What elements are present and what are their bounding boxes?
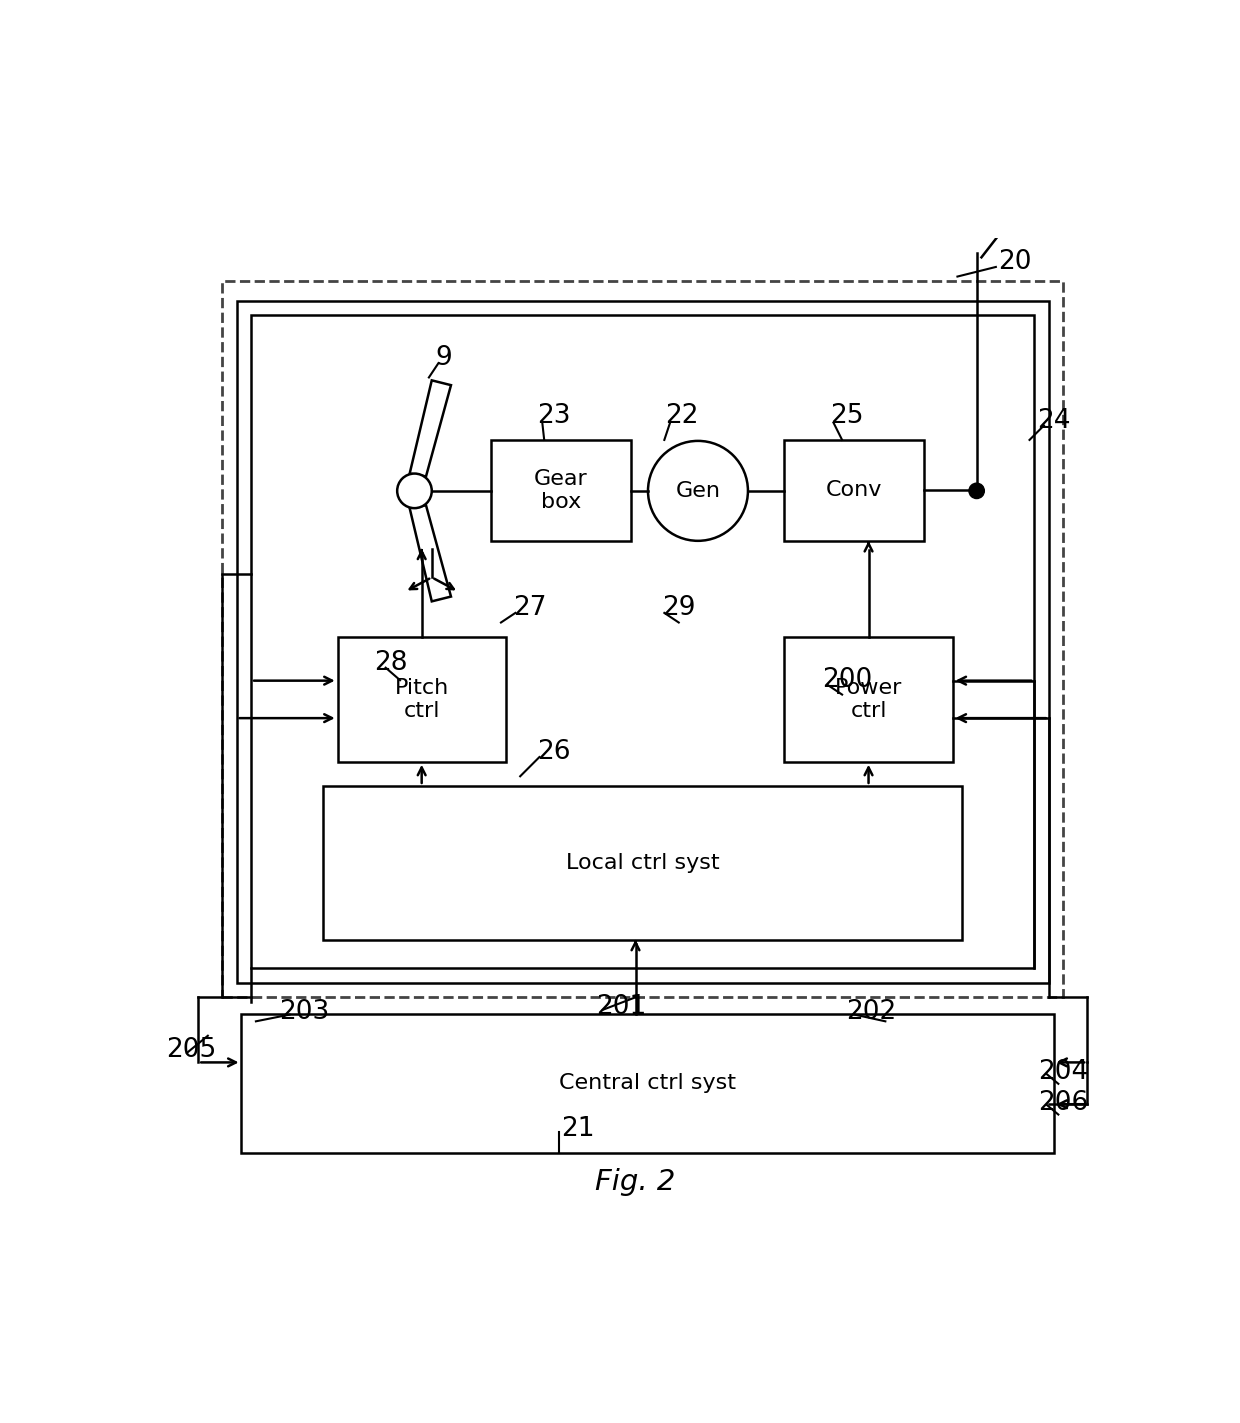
- Text: Pitch
ctrl: Pitch ctrl: [394, 677, 449, 721]
- Text: Central ctrl syst: Central ctrl syst: [559, 1073, 737, 1093]
- Polygon shape: [409, 380, 451, 477]
- Text: 206: 206: [1038, 1090, 1089, 1116]
- Bar: [337, 638, 506, 761]
- Text: 26: 26: [537, 740, 570, 766]
- Circle shape: [968, 484, 985, 498]
- Text: 25: 25: [830, 403, 864, 428]
- Bar: [785, 440, 924, 541]
- Text: Power
ctrl: Power ctrl: [835, 677, 903, 721]
- Text: 23: 23: [537, 403, 570, 428]
- Text: 27: 27: [513, 595, 547, 620]
- Text: 201: 201: [596, 993, 646, 1020]
- Text: 20: 20: [998, 249, 1032, 275]
- Circle shape: [397, 474, 432, 508]
- Polygon shape: [409, 505, 451, 602]
- Bar: [222, 282, 1063, 998]
- Bar: [324, 785, 962, 939]
- Text: 203: 203: [279, 999, 329, 1025]
- Text: Gen: Gen: [676, 481, 720, 501]
- Text: Fig. 2: Fig. 2: [595, 1168, 676, 1195]
- Text: 202: 202: [846, 999, 897, 1025]
- Text: Local ctrl syst: Local ctrl syst: [565, 852, 719, 872]
- Text: 200: 200: [822, 667, 872, 693]
- Text: 24: 24: [1037, 408, 1070, 434]
- Text: 22: 22: [665, 403, 698, 428]
- Text: 9: 9: [435, 346, 451, 371]
- Text: 204: 204: [1038, 1059, 1089, 1086]
- Bar: [242, 1013, 1054, 1153]
- Text: 205: 205: [166, 1037, 217, 1063]
- Text: 28: 28: [373, 650, 407, 676]
- Circle shape: [649, 441, 748, 541]
- Text: Gear
box: Gear box: [534, 468, 588, 512]
- Bar: [491, 440, 631, 541]
- Text: 21: 21: [560, 1116, 595, 1143]
- Bar: [785, 638, 952, 761]
- Bar: [237, 300, 1049, 983]
- Text: Conv: Conv: [826, 481, 883, 501]
- Bar: [250, 314, 1034, 969]
- Text: 29: 29: [662, 595, 696, 620]
